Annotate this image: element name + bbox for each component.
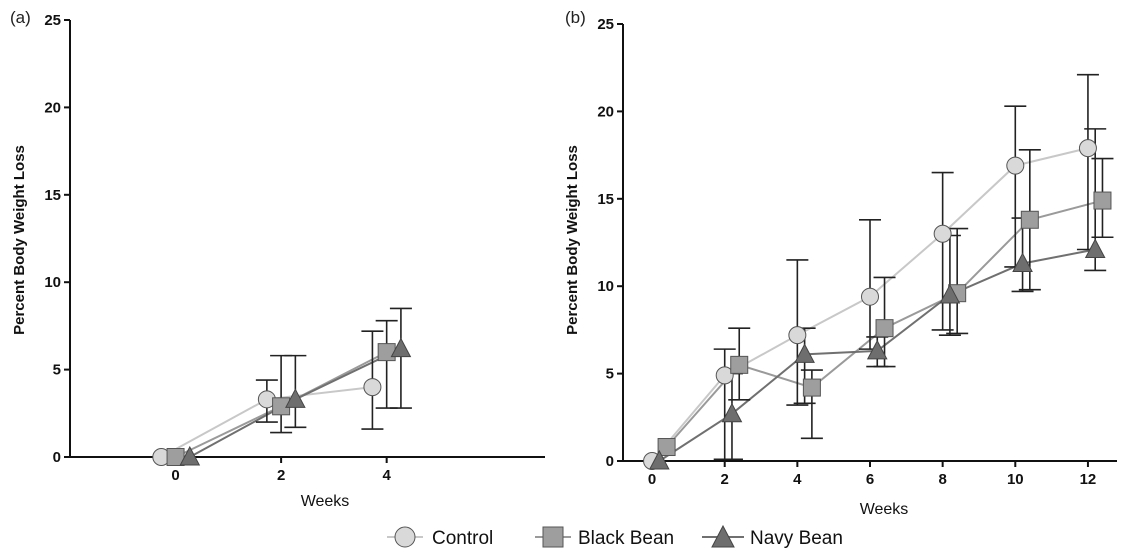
panel-b-point-black-bean [1093, 191, 1112, 210]
panel-a-x-tick-label: 4 [382, 467, 391, 484]
legend: Control Black Bean Navy Bean [387, 524, 843, 549]
panel-a-y-tick-label: 10 [44, 274, 61, 291]
panel-a-y-tick-label: 0 [53, 449, 61, 466]
panel-b-point-navy-bean [1084, 238, 1106, 258]
legend-marker-navy-bean [711, 524, 735, 548]
legend-item-navy-bean: Navy Bean [702, 524, 843, 549]
panel-b-point-black-bean [730, 355, 749, 374]
panel-b-x-tick-label: 6 [866, 471, 874, 488]
panel-b-point-black-bean [657, 438, 676, 457]
legend-marker-black-bean [542, 526, 564, 548]
panel-b-point-black-bean [1020, 210, 1039, 229]
panel-b-x-tick-label: 10 [1007, 471, 1024, 488]
panel-b-point-navy-bean [939, 283, 961, 304]
panel-b-point-control [715, 366, 734, 385]
panel-b-y-tick-label: 15 [597, 191, 614, 208]
panel-a-point-black-bean [377, 343, 396, 362]
legend-item-black-bean: Black Bean [535, 526, 674, 549]
panel-a-point-control [363, 378, 382, 397]
panel-a-y-axis-title: Percent Body Weight Loss [11, 145, 28, 335]
legend-item-control: Control [387, 526, 493, 549]
panel-b-x-tick-label: 12 [1080, 471, 1097, 488]
legend-label-black-bean: Black Bean [578, 528, 674, 549]
legend-marker-control [394, 526, 416, 548]
panel-b-point-navy-bean [648, 449, 670, 470]
panel-b-point-navy-bean [794, 343, 815, 363]
panel-b-point-navy-bean [866, 339, 888, 360]
panel-b-point-control [788, 326, 807, 345]
panel-a: (a) Percent Body Weight Loss Weeks 0 2 4 0… [10, 8, 545, 510]
panel-a-point-navy-bean [390, 337, 412, 358]
panel-b-point-black-bean [802, 378, 821, 397]
panel-a-y-tick-label: 5 [53, 362, 61, 379]
panel-b-point-control [1006, 156, 1025, 175]
panel-b-y-tick-label: 5 [606, 366, 614, 383]
panel-b-point-navy-bean [1012, 252, 1033, 272]
legend-label-navy-bean: Navy Bean [750, 528, 843, 549]
legend-label-control: Control [432, 528, 493, 549]
panel-b-y-tick-label: 20 [597, 103, 614, 120]
panel-b-label: (b) [565, 8, 586, 27]
panel-b: (b) Percent Body Weight Loss Weeks 0 2 4 6 8… [564, 8, 1117, 518]
panel-b-point-black-bean [875, 319, 894, 338]
panel-a-x-tick-label: 2 [277, 467, 285, 484]
panel-a-point-navy-bean [179, 445, 201, 466]
panel-b-x-tick-label: 2 [721, 471, 729, 488]
panel-b-y-axis-title: Percent Body Weight Loss [564, 145, 581, 335]
panel-a-y-tick-label: 15 [44, 187, 61, 204]
panel-a-x-axis-title: Weeks [301, 493, 350, 510]
panel-a-label: (a) [10, 8, 31, 27]
panel-b-x-tick-label: 4 [793, 471, 802, 488]
panel-b-x-axis-title: Weeks [860, 501, 909, 518]
panel-b-y-tick-label: 10 [597, 278, 614, 295]
panel-a-y-tick-label: 25 [44, 12, 61, 29]
panel-b-point-control [861, 287, 879, 306]
panel-b-point-navy-bean [721, 402, 743, 423]
panel-b-y-tick-label: 25 [597, 16, 614, 33]
panel-a-x-tick-label: 0 [171, 467, 179, 484]
panel-a-y-tick-label: 20 [44, 99, 61, 116]
panel-b-x-tick-label: 8 [938, 471, 946, 488]
panel-b-x-tick-label: 0 [648, 471, 656, 488]
panel-a-point-navy-bean [285, 388, 306, 408]
panel-b-point-control [933, 224, 952, 243]
panel-b-y-tick-label: 0 [606, 453, 614, 470]
panel-b-point-control [1078, 139, 1097, 158]
